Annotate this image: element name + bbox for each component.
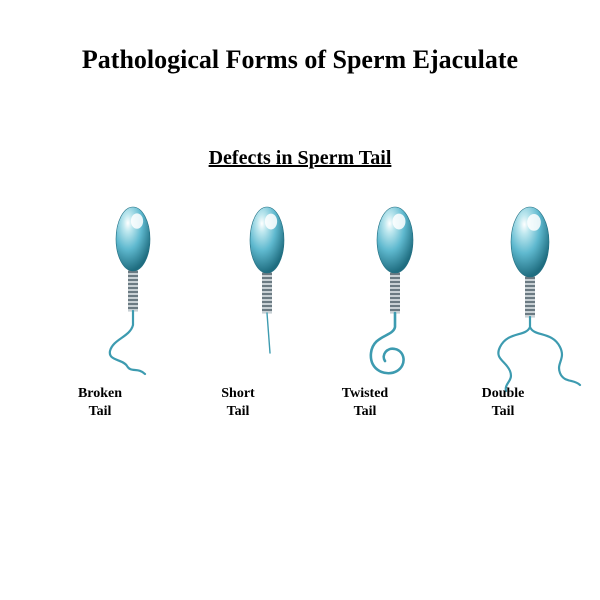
sperm-cell-double-tail [470,205,590,410]
sperm-cell-broken-tail [73,205,193,410]
head-highlight [527,214,541,231]
tail [371,313,404,373]
cell-label-short-tail: Short Tail [193,385,283,420]
cell-label-double-tail: Double Tail [458,385,548,420]
cell-label-twisted-tail: Twisted Tail [320,385,410,420]
midpiece [525,275,535,318]
sperm-cell-twisted-tail [335,205,455,410]
sperm-cell-short-tail [207,205,327,410]
midpiece [390,271,400,314]
midpiece [262,271,272,314]
cell-label-broken-tail: Broken Tail [55,385,145,420]
tail [110,311,145,374]
head-highlight [265,214,277,230]
head-highlight [393,214,406,230]
head-highlight [131,213,143,228]
tail [267,313,270,353]
section-subtitle: Defects in Sperm Tail [0,147,600,170]
page-title: Pathological Forms of Sperm Ejaculate [0,45,600,75]
tail [498,317,580,391]
midpiece [128,269,138,312]
